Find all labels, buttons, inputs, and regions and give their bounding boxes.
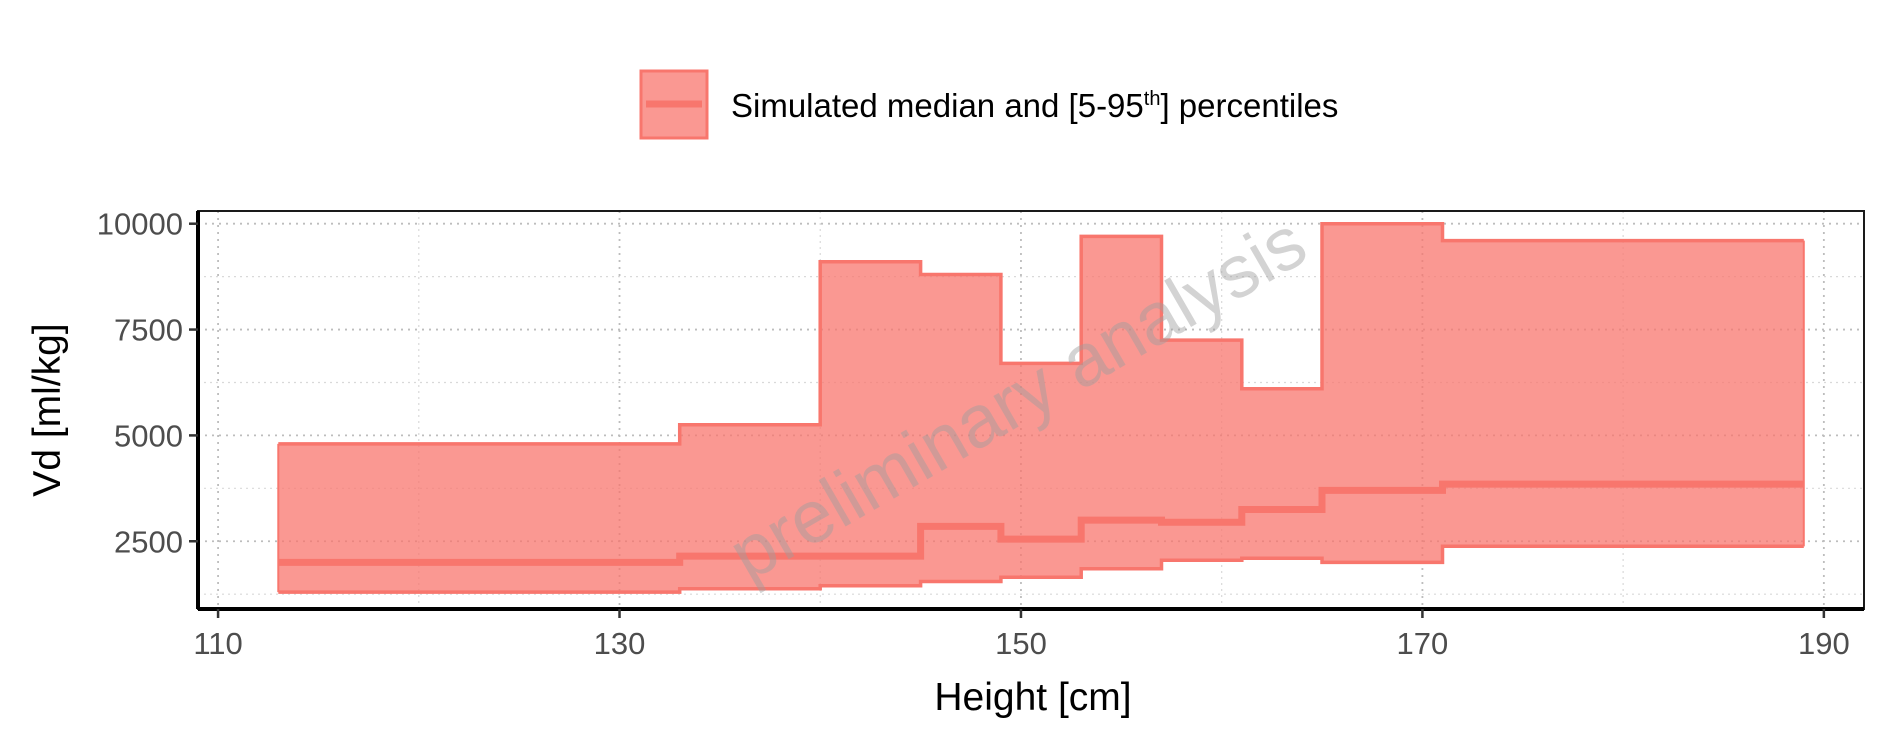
- y-tick-label: 7500: [114, 313, 183, 348]
- p95-boundary-line: [278, 221, 1804, 446]
- legend: Simulated median and [5-95th] percentile…: [639, 69, 1338, 140]
- x-tick-label: 110: [193, 626, 242, 661]
- x-tick-label: 130: [594, 626, 646, 661]
- x-tick-label: 190: [1798, 626, 1850, 661]
- y-tick-label: 10000: [97, 207, 183, 242]
- median-line: [278, 480, 1804, 566]
- axes: [196, 210, 1865, 611]
- percentile-ribbon-area: [278, 223, 1804, 593]
- x-tick-label: 150: [995, 626, 1047, 661]
- legend-label-main: Simulated median and [5-95: [731, 87, 1144, 124]
- legend-label-superscript: th: [1144, 88, 1161, 110]
- y-axis-title: Vd [ml/kg]: [26, 323, 69, 496]
- p5-boundary-line: [278, 544, 1804, 594]
- legend-label: Simulated median and [5-95th] percentile…: [731, 87, 1338, 124]
- percentile-ribbon: [277, 221, 1805, 594]
- legend-label-end: ] percentiles: [1160, 87, 1338, 124]
- x-axis-ticks: 110 130 150 170 190: [193, 609, 1850, 661]
- y-tick-label: 5000: [114, 418, 183, 453]
- x-tick-label: 170: [1397, 626, 1449, 661]
- x-axis-title: Height [cm]: [934, 676, 1131, 719]
- median-step-line: [278, 480, 1804, 566]
- y-axis-ticks: 2500 5000 7500 10000: [97, 207, 198, 559]
- y-tick-label: 2500: [114, 524, 183, 559]
